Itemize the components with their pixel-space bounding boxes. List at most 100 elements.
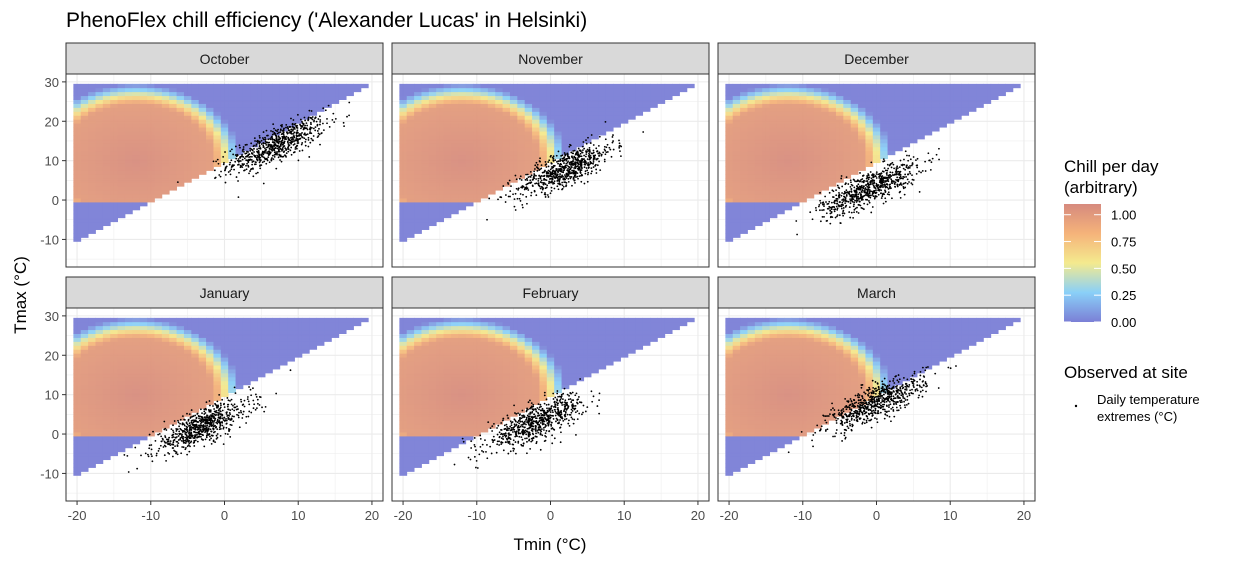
heatmap-cell — [73, 162, 82, 167]
observed-point — [906, 154, 908, 157]
heatmap-cell — [176, 166, 185, 171]
heatmap-cell — [139, 388, 148, 394]
heatmap-cell — [784, 178, 793, 183]
heatmap-cell — [154, 416, 163, 421]
observed-point — [892, 174, 895, 177]
observed-point — [842, 207, 845, 209]
heatmap-cell — [568, 146, 577, 152]
heatmap-cell — [139, 170, 148, 175]
heatmap-cell — [784, 107, 793, 112]
observed-point — [266, 141, 268, 144]
heatmap-cell — [946, 115, 955, 120]
observed-point — [311, 118, 314, 121]
heatmap-cell — [132, 408, 141, 413]
heatmap-cell — [502, 131, 511, 136]
observed-point — [549, 171, 552, 174]
heatmap-cell — [235, 103, 244, 108]
observed-point — [292, 128, 295, 131]
facet-panel-december: December — [717, 42, 1036, 268]
observed-point — [819, 209, 821, 212]
heatmap-cell — [747, 103, 756, 108]
observed-point — [313, 120, 315, 123]
heatmap-cell — [502, 146, 511, 152]
observed-point — [858, 188, 861, 191]
observed-point — [248, 156, 251, 159]
heatmap-cell — [605, 95, 614, 101]
heatmap-cell — [421, 170, 430, 175]
heatmap-cell — [620, 95, 629, 101]
observed-point — [836, 202, 838, 205]
heatmap-cell — [80, 103, 89, 108]
heatmap-cell — [124, 361, 133, 366]
heatmap-cell — [858, 107, 866, 112]
heatmap-cell — [747, 142, 756, 148]
observed-point — [883, 167, 886, 169]
chill-heatmap — [73, 317, 369, 476]
observed-point — [873, 179, 876, 182]
observed-point — [821, 203, 824, 206]
heatmap-cell — [443, 186, 452, 191]
heatmap-cell — [265, 123, 273, 128]
heatmap-cell — [117, 162, 126, 167]
heatmap-cell — [73, 349, 82, 354]
heatmap-cell — [228, 135, 236, 140]
observed-point — [552, 159, 555, 161]
heatmap-cell — [806, 146, 815, 152]
observed-point — [271, 138, 274, 141]
heatmap-cell — [858, 103, 866, 108]
observed-point — [262, 138, 265, 141]
heatmap-cell — [725, 142, 734, 148]
observed-point — [573, 149, 576, 152]
heatmap-cell — [220, 95, 229, 101]
heatmap-cell — [487, 99, 496, 104]
heatmap-cell — [450, 119, 459, 124]
heatmap-cell — [80, 353, 89, 358]
heatmap-cell — [887, 131, 896, 136]
heatmap-cell — [502, 142, 511, 148]
heatmap-cell — [102, 345, 111, 350]
heatmap-cell — [399, 225, 408, 230]
heatmap-cell — [568, 95, 577, 101]
heatmap-cell — [265, 103, 273, 108]
heatmap-cell — [806, 123, 815, 128]
heatmap-cell — [80, 146, 89, 152]
heatmap-cell — [436, 174, 445, 179]
heatmap-cell — [88, 412, 96, 417]
observed-point — [583, 166, 586, 169]
observed-point — [596, 164, 599, 167]
observed-point — [586, 148, 589, 151]
observed-point — [233, 164, 235, 166]
heatmap-cell — [88, 353, 96, 358]
heatmap-cell — [147, 321, 155, 327]
heatmap-cell — [139, 111, 148, 116]
heatmap-cell — [117, 138, 126, 144]
heatmap-cell — [865, 146, 874, 152]
heatmap-cell — [139, 135, 148, 140]
heatmap-cell — [865, 158, 874, 164]
observed-point — [589, 154, 592, 157]
heatmap-cell — [279, 107, 288, 112]
heatmap-cell — [176, 95, 185, 101]
heatmap-cell — [754, 205, 763, 211]
observed-point — [222, 155, 225, 158]
chill-heatmap — [399, 83, 695, 242]
heatmap-cell — [124, 329, 133, 335]
heatmap-cell — [206, 162, 214, 167]
y-tick-label: -10 — [40, 232, 59, 247]
heatmap-cell — [931, 95, 940, 101]
heatmap-cell — [88, 428, 96, 433]
heatmap-cell — [399, 95, 408, 101]
heatmap-cell — [458, 103, 467, 108]
observed-point — [870, 177, 873, 180]
heatmap-cell — [88, 443, 96, 449]
observed-point — [566, 164, 568, 167]
observed-point — [310, 132, 313, 135]
heatmap-cell — [309, 95, 318, 101]
heatmap-cell — [598, 95, 607, 101]
observed-point — [552, 157, 555, 160]
observed-point — [821, 209, 824, 212]
heatmap-cell — [169, 127, 177, 132]
observed-point — [287, 143, 290, 145]
observed-point — [300, 143, 303, 146]
heatmap-cell — [110, 384, 119, 390]
